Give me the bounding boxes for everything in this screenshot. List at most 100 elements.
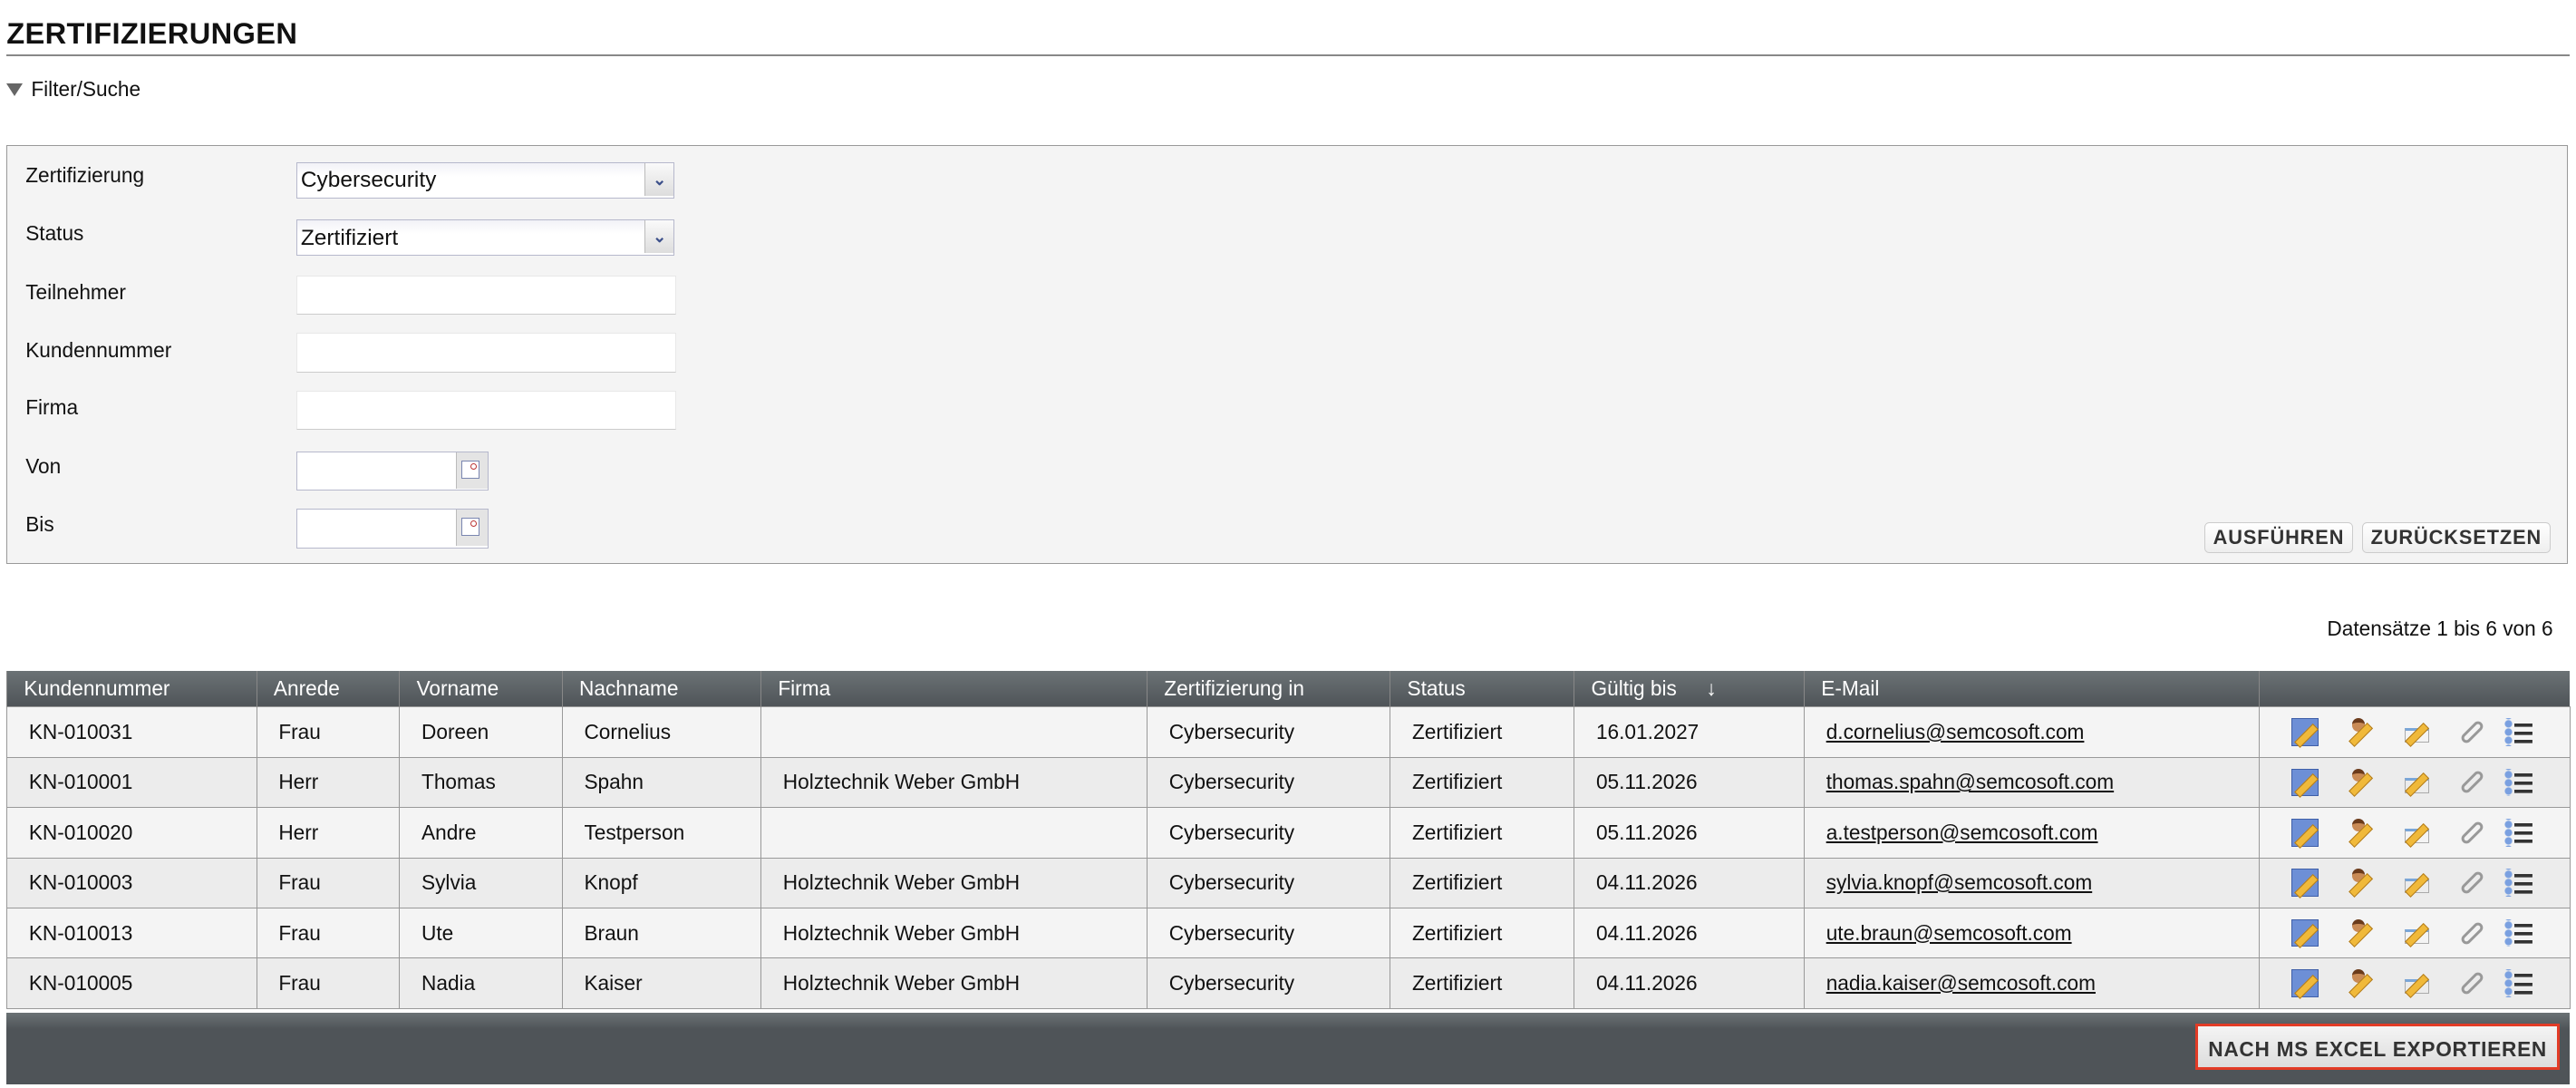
email-link[interactable]: thomas.spahn@semcosoft.com xyxy=(1825,770,2115,794)
status-select[interactable]: Zertifiziert ⌄ xyxy=(296,219,675,256)
column-header-label: E-Mail xyxy=(1821,675,1880,700)
cell-status: Zertifiziert xyxy=(1390,706,1575,758)
calendar-icon[interactable] xyxy=(455,510,489,546)
cell-kundennummer: KN-010003 xyxy=(6,857,257,908)
status-value: Zertifiziert xyxy=(300,225,399,250)
filter-form: Zertifizierung Cybersecurity ⌄ Status Zer… xyxy=(6,144,2569,564)
attachment-icon[interactable] xyxy=(2458,719,2485,745)
details-list-icon[interactable] xyxy=(2504,718,2533,746)
table-row: KN-010005 Frau Nadia Kaiser Holztechnik Webe… xyxy=(6,957,2571,1009)
cell-vorname: Sylvia xyxy=(399,857,563,908)
column-header-label: Anrede xyxy=(273,675,340,700)
cell-zertifizierung: Cybersecurity xyxy=(1147,957,1391,1009)
column-header[interactable]: Vorname xyxy=(399,670,563,707)
cell-zertifizierung: Cybersecurity xyxy=(1147,756,1391,809)
cell-firma: Holztechnik Weber GmbH xyxy=(760,756,1148,809)
firma-input[interactable] xyxy=(296,390,676,431)
details-list-icon[interactable] xyxy=(2504,918,2533,947)
cell-actions xyxy=(2259,807,2571,859)
chevron-down-icon[interactable]: ⌄ xyxy=(644,162,674,196)
cell-email: thomas.spahn@semcosoft.com xyxy=(1804,756,2261,809)
cell-zertifizierung: Cybersecurity xyxy=(1147,706,1391,758)
edit-order-icon[interactable] xyxy=(2403,869,2431,897)
column-header[interactable]: Kundennummer xyxy=(6,670,257,707)
cell-status: Zertifiziert xyxy=(1390,756,1575,809)
table-row: KN-010020 Herr Andre Testperson Cybersecurit… xyxy=(6,807,2571,859)
kundennummer-input[interactable] xyxy=(296,333,676,373)
cell-gueltig-bis: 05.11.2026 xyxy=(1574,756,1806,809)
von-label: Von xyxy=(25,454,62,479)
edit-certificate-icon[interactable] xyxy=(2290,818,2319,847)
sort-arrow-icon[interactable]: ↓ xyxy=(1706,675,1717,700)
attachment-icon[interactable] xyxy=(2458,869,2485,896)
attachment-icon[interactable] xyxy=(2458,919,2485,947)
attachment-icon[interactable] xyxy=(2458,970,2485,996)
teilnehmer-input[interactable] xyxy=(296,275,676,316)
edit-participant-icon[interactable] xyxy=(2347,969,2375,997)
edit-certificate-icon[interactable] xyxy=(2290,768,2319,797)
cell-kundennummer: KN-010020 xyxy=(6,807,257,859)
column-header[interactable]: E-Mail xyxy=(1804,670,2260,707)
details-list-icon[interactable] xyxy=(2504,869,2533,898)
email-link[interactable]: a.testperson@semcosoft.com xyxy=(1825,820,2098,844)
column-header[interactable]: Status xyxy=(1390,670,1574,707)
filter-toggle[interactable]: Filter/Suche xyxy=(6,77,140,102)
bis-label: Bis xyxy=(25,511,54,536)
cell-nachname: Kaiser xyxy=(561,957,762,1009)
edit-order-icon[interactable] xyxy=(2403,819,2431,847)
edit-participant-icon[interactable] xyxy=(2347,768,2375,797)
column-header-label: Vorname xyxy=(416,675,499,700)
table-row: KN-010031 Frau Doreen Cornelius Cybersecurit… xyxy=(6,706,2571,758)
bis-date-input[interactable] xyxy=(296,509,489,549)
edit-order-icon[interactable] xyxy=(2403,969,2431,997)
cell-firma xyxy=(760,706,1148,758)
column-header xyxy=(2259,670,2571,707)
certifications-table: Kundennummer Anrede Vorname Nachname Firma Ze… xyxy=(6,670,2571,1009)
cell-actions xyxy=(2259,857,2571,908)
calendar-icon[interactable] xyxy=(455,452,489,489)
email-link[interactable]: d.cornelius@semcosoft.com xyxy=(1825,720,2085,744)
details-list-icon[interactable] xyxy=(2504,818,2533,847)
status-label: Status xyxy=(25,220,84,245)
kundennummer-label: Kundennummer xyxy=(25,337,172,362)
edit-order-icon[interactable] xyxy=(2403,718,2431,746)
reset-button[interactable]: ZURÜCKSETZEN xyxy=(2361,521,2552,554)
edit-participant-icon[interactable] xyxy=(2347,818,2375,847)
export-excel-button[interactable]: NACH MS EXCEL EXPORTIEREN xyxy=(2195,1024,2560,1070)
details-list-icon[interactable] xyxy=(2504,969,2533,997)
von-date-input[interactable] xyxy=(296,451,489,491)
edit-certificate-icon[interactable] xyxy=(2290,869,2319,898)
zertifizierung-label: Zertifizierung xyxy=(25,163,145,188)
cell-nachname: Spahn xyxy=(561,756,762,809)
attachment-icon[interactable] xyxy=(2458,820,2485,846)
edit-certificate-icon[interactable] xyxy=(2290,918,2319,947)
teilnehmer-label: Teilnehmer xyxy=(25,280,126,305)
email-link[interactable]: nadia.kaiser@semcosoft.com xyxy=(1825,970,2096,995)
cell-status: Zertifiziert xyxy=(1390,857,1575,908)
attachment-icon[interactable] xyxy=(2458,769,2485,796)
cell-firma: Holztechnik Weber GmbH xyxy=(760,857,1148,908)
column-header[interactable]: Nachname xyxy=(561,670,761,707)
edit-order-icon[interactable] xyxy=(2403,919,2431,947)
column-header[interactable]: Anrede xyxy=(256,670,400,707)
edit-order-icon[interactable] xyxy=(2403,769,2431,797)
cell-nachname: Cornelius xyxy=(561,706,762,758)
zertifizierung-select[interactable]: Cybersecurity ⌄ xyxy=(296,161,675,199)
column-header[interactable]: Gültig bis ↓ xyxy=(1574,670,1805,707)
edit-participant-icon[interactable] xyxy=(2347,918,2375,947)
run-button[interactable]: AUSFÜHREN xyxy=(2203,521,2354,554)
chevron-down-icon[interactable]: ⌄ xyxy=(644,220,674,254)
email-link[interactable]: ute.braun@semcosoft.com xyxy=(1825,920,2072,945)
cell-vorname: Ute xyxy=(399,907,563,959)
details-list-icon[interactable] xyxy=(2504,768,2533,797)
email-link[interactable]: sylvia.knopf@semcosoft.com xyxy=(1825,870,2093,895)
edit-participant-icon[interactable] xyxy=(2347,718,2375,746)
cell-anrede: Frau xyxy=(256,957,401,1009)
cell-email: nadia.kaiser@semcosoft.com xyxy=(1804,957,2261,1009)
edit-certificate-icon[interactable] xyxy=(2290,969,2319,997)
cell-email: d.cornelius@semcosoft.com xyxy=(1804,706,2261,758)
column-header[interactable]: Firma xyxy=(760,670,1148,707)
edit-participant-icon[interactable] xyxy=(2347,869,2375,897)
edit-certificate-icon[interactable] xyxy=(2290,718,2319,746)
column-header[interactable]: Zertifizierung in xyxy=(1147,670,1390,707)
